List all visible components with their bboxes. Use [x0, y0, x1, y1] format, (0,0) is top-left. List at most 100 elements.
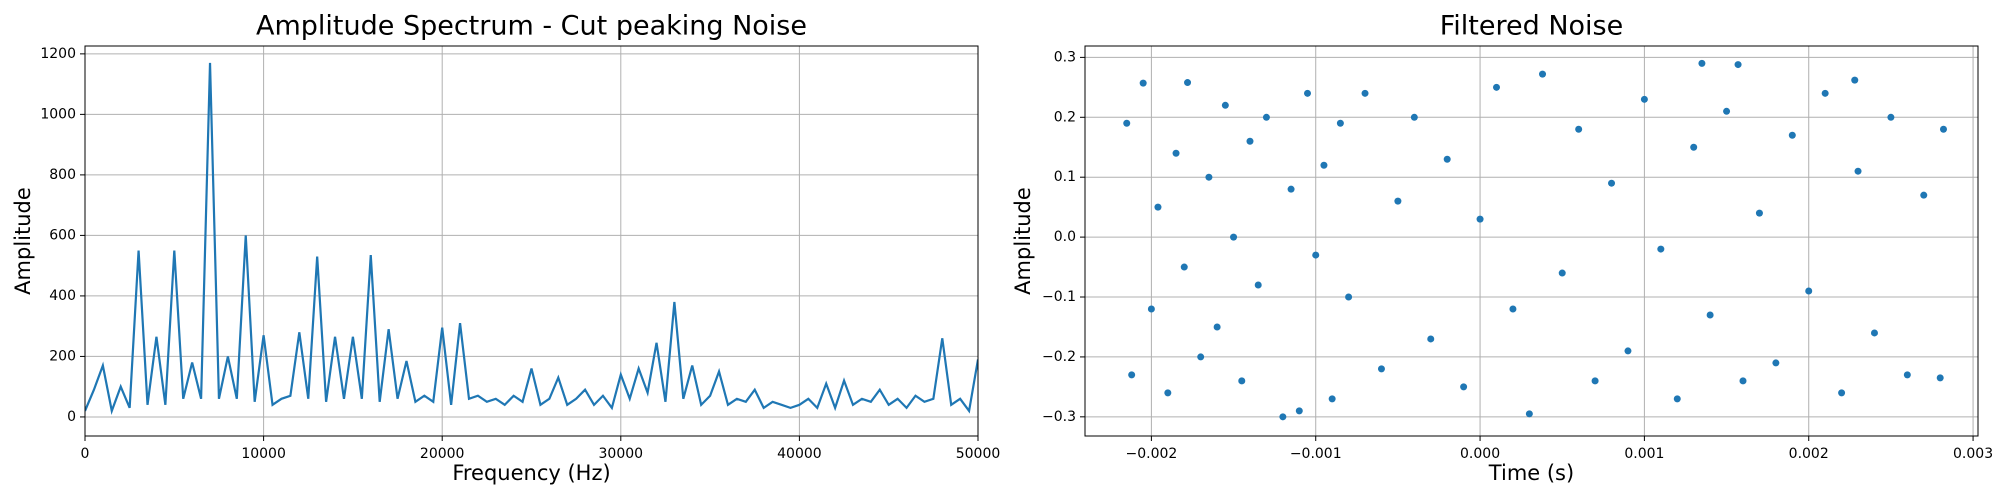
- point: [1123, 119, 1131, 127]
- point: [1246, 137, 1254, 145]
- y-tick-label: 0.2: [1054, 109, 1076, 125]
- chart-title: Filtered Noise: [1440, 11, 1624, 42]
- point: [1558, 269, 1566, 277]
- point: [1320, 161, 1328, 169]
- point: [1180, 263, 1188, 271]
- point: [1739, 377, 1747, 385]
- y-tick-label: −0.1: [1042, 289, 1076, 305]
- point: [1525, 410, 1533, 418]
- point: [1640, 95, 1648, 103]
- point: [1287, 185, 1295, 193]
- point: [1460, 383, 1468, 391]
- point: [1410, 113, 1418, 121]
- point: [1205, 173, 1213, 181]
- point: [1230, 233, 1238, 241]
- y-tick-label: 0.0: [1054, 229, 1076, 245]
- y-tick-label: 0: [67, 409, 76, 425]
- point: [1788, 131, 1796, 139]
- x-tick-label: 20000: [420, 446, 465, 462]
- x-tick-label: 0.000: [1460, 446, 1500, 462]
- point: [1920, 191, 1928, 199]
- x-tick-label: 0.002: [1789, 446, 1829, 462]
- point: [1295, 407, 1303, 415]
- y-tick-label: 200: [49, 348, 76, 364]
- x-tick-label: −0.001: [1290, 446, 1342, 462]
- point: [1509, 305, 1517, 313]
- plot-frame: [84, 45, 979, 437]
- point: [1706, 311, 1714, 319]
- point: [1184, 79, 1192, 87]
- x-tick-label: 0.001: [1624, 446, 1664, 462]
- point: [1476, 215, 1484, 223]
- y-tick-label: 1000: [40, 106, 76, 122]
- point: [1128, 371, 1136, 379]
- point: [1427, 335, 1435, 343]
- point: [1903, 371, 1911, 379]
- point: [1345, 293, 1353, 301]
- point: [1262, 113, 1270, 121]
- point: [1328, 395, 1336, 403]
- point: [1197, 353, 1205, 361]
- spectrum-line: [85, 62, 978, 415]
- y-axis-label: Amplitude: [1011, 187, 1035, 295]
- y-tick-label: 0.3: [1054, 49, 1076, 65]
- x-tick-label: 0.003: [1953, 446, 1993, 462]
- point: [1172, 149, 1180, 157]
- point: [1805, 287, 1813, 295]
- point: [1755, 209, 1763, 217]
- point: [1312, 251, 1320, 259]
- y-tick-label: 1200: [40, 46, 76, 62]
- point: [1336, 119, 1344, 127]
- point: [1690, 143, 1698, 151]
- point: [1213, 323, 1221, 331]
- point: [1772, 359, 1780, 367]
- point: [1254, 281, 1262, 289]
- point: [1870, 329, 1878, 337]
- point: [1147, 305, 1155, 313]
- point: [1657, 245, 1665, 253]
- y-tick-label: 800: [49, 167, 76, 183]
- y-axis-label: Amplitude: [11, 187, 35, 295]
- point: [1939, 125, 1947, 133]
- plot-frame: [1084, 45, 1979, 437]
- y-tick-label: 400: [49, 288, 76, 304]
- point: [1851, 76, 1859, 84]
- x-tick-label: 30000: [599, 446, 644, 462]
- point: [1673, 395, 1681, 403]
- point: [1492, 83, 1500, 91]
- point: [1854, 167, 1862, 175]
- point: [1575, 125, 1583, 133]
- point: [1443, 155, 1451, 163]
- x-tick-label: 0: [81, 446, 90, 462]
- point: [1377, 365, 1385, 373]
- x-axis-label: Frequency (Hz): [452, 461, 610, 485]
- point: [1734, 61, 1742, 69]
- point: [1238, 377, 1246, 385]
- y-tick-label: 600: [49, 227, 76, 243]
- point: [1394, 197, 1402, 205]
- x-tick-label: 40000: [777, 446, 822, 462]
- chart-title: Amplitude Spectrum - Cut peaking Noise: [256, 11, 807, 42]
- x-tick-label: −0.002: [1125, 446, 1177, 462]
- point: [1539, 70, 1547, 78]
- point: [1154, 203, 1162, 211]
- point: [1279, 413, 1287, 421]
- x-axis-label: Time (s): [1488, 461, 1574, 485]
- point: [1723, 107, 1731, 115]
- point: [1936, 374, 1944, 382]
- point: [1624, 347, 1632, 355]
- point: [1698, 59, 1706, 67]
- point: [1139, 79, 1147, 87]
- point: [1838, 389, 1846, 397]
- y-tick-label: 0.1: [1054, 169, 1076, 185]
- point: [1304, 89, 1312, 97]
- x-tick-label: 10000: [241, 446, 286, 462]
- y-tick-label: −0.3: [1042, 409, 1076, 425]
- point: [1608, 179, 1616, 187]
- point: [1591, 377, 1599, 385]
- point: [1887, 113, 1895, 121]
- x-tick-label: 50000: [956, 446, 1001, 462]
- point: [1821, 89, 1829, 97]
